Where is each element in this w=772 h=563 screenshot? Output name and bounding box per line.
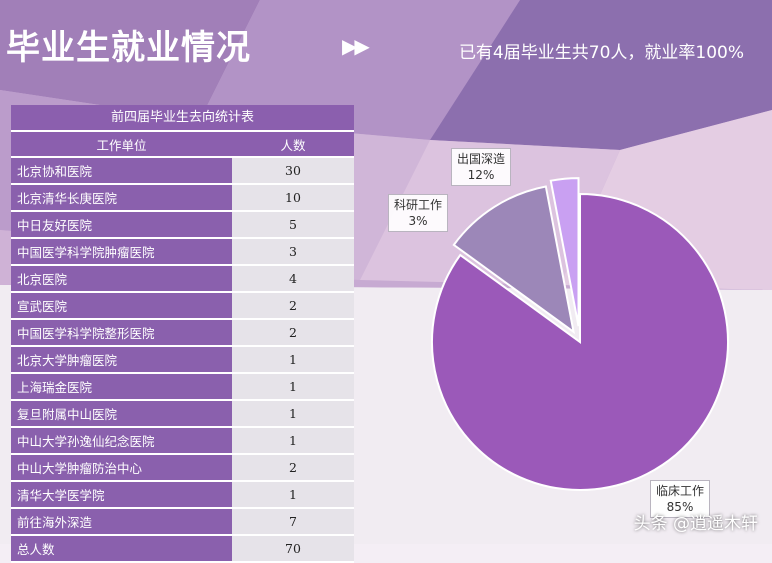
count-cell: 3 [232,238,354,266]
callout-clinical: 临床工作 85% [650,480,711,518]
count-cell: 5 [232,211,354,239]
count-cell: 30 [232,157,354,185]
graduate-destination-table: 前四届毕业生去向统计表 工作单位 人数 北京协和医院 30 北京清华长庚医院 10 中日… [11,105,354,563]
table-row: 清华大学医学院 1 [11,481,354,509]
header-unit: 工作单位 [11,132,232,158]
table-row: 中日友好医院 5 [11,211,354,239]
unit-cell: 清华大学医学院 [11,481,232,509]
unit-cell: 北京医院 [11,265,232,293]
count-cell: 1 [232,400,354,428]
unit-cell: 北京大学肿瘤医院 [11,346,232,374]
table-row: 北京医院 4 [11,265,354,293]
count-cell: 1 [232,346,354,374]
unit-cell: 中国医学科学院整形医院 [11,319,232,347]
count-cell: 1 [232,373,354,401]
callout-label: 临床工作 [656,484,705,498]
watermark: 头条 @逍遥木轩 [633,514,758,534]
unit-cell: 北京清华长庚医院 [11,184,232,212]
callout-value: 12% [467,168,495,182]
count-cell: 4 [232,265,354,293]
callout-value: 85% [666,500,694,514]
table-row: 中国医学科学院整形医院 2 [11,319,354,347]
pie-slice-1 [452,185,576,335]
unit-cell: 上海瑞金医院 [11,373,232,401]
count-cell: 1 [232,427,354,455]
table-row: 北京清华长庚医院 10 [11,184,354,212]
count-cell: 2 [232,319,354,347]
count-cell: 1 [232,481,354,509]
unit-cell: 中日友好医院 [11,211,232,239]
pie-slice-2 [549,177,580,327]
summary-text: 已有4届毕业生共70人，就业率100% [458,43,744,63]
unit-cell: 复旦附属中山医院 [11,400,232,428]
table-caption: 前四届毕业生去向统计表 [11,105,354,132]
callout-label: 科研工作 [394,198,443,212]
unit-cell: 中山大学肿瘤防治中心 [11,454,232,482]
table-row: 上海瑞金医院 1 [11,373,354,401]
page-title: 毕业生就业情况 [6,28,251,68]
table-row: 前往海外深造 7 [11,508,354,536]
table-row: 中国医学科学院肿瘤医院 3 [11,238,354,266]
table-row: 北京协和医院 30 [11,157,354,185]
table-row: 复旦附属中山医院 1 [11,400,354,428]
callout-value: 3% [408,214,428,228]
header-count: 人数 [232,132,354,158]
pie-slice-0 [431,192,729,491]
unit-cell: 前往海外深造 [11,508,232,536]
table-row: 中山大学孙逸仙纪念医院 1 [11,427,354,455]
unit-cell: 北京协和医院 [11,157,232,185]
unit-cell: 中山大学孙逸仙纪念医院 [11,427,232,455]
table-body: 北京协和医院 30 北京清华长庚医院 10 中日友好医院 5 中国医学科学院肿瘤医院 3 北京医… [11,157,354,563]
count-cell: 2 [232,292,354,320]
count-cell: 70 [232,535,354,563]
callout-research: 科研工作 3% [388,194,449,232]
table-row: 中山大学肿瘤防治中心 2 [11,454,354,482]
count-cell: 10 [232,184,354,212]
table-row: 北京大学肿瘤医院 1 [11,346,354,374]
unit-cell: 中国医学科学院肿瘤医院 [11,238,232,266]
count-cell: 2 [232,454,354,482]
callout-label: 出国深造 [457,152,506,166]
unit-cell: 宣武医院 [11,292,232,320]
table-header-row: 工作单位 人数 [11,132,354,158]
callout-abroad: 出国深造 12% [451,148,512,186]
arrow-icon: ▶▶ [342,34,370,58]
table-row: 总人数 70 [11,535,354,563]
count-cell: 7 [232,508,354,536]
table-row: 宣武医院 2 [11,292,354,320]
unit-cell: 总人数 [11,535,232,563]
destination-pie-chart [431,177,729,491]
